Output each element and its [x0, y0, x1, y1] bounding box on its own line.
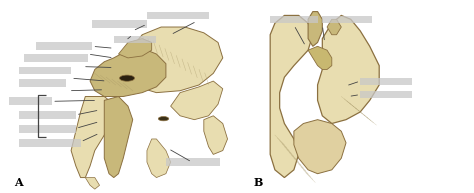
FancyBboxPatch shape	[147, 12, 209, 19]
FancyBboxPatch shape	[270, 16, 318, 23]
FancyBboxPatch shape	[19, 139, 81, 147]
Polygon shape	[318, 15, 379, 124]
FancyBboxPatch shape	[166, 158, 220, 166]
Polygon shape	[308, 46, 332, 69]
Polygon shape	[128, 27, 223, 93]
FancyBboxPatch shape	[36, 42, 92, 50]
FancyBboxPatch shape	[19, 79, 66, 87]
Polygon shape	[171, 81, 223, 120]
FancyBboxPatch shape	[24, 54, 88, 62]
Polygon shape	[308, 12, 322, 46]
Text: B: B	[254, 177, 263, 188]
Polygon shape	[90, 48, 166, 96]
Polygon shape	[204, 116, 228, 154]
Polygon shape	[294, 120, 346, 174]
FancyBboxPatch shape	[19, 111, 76, 119]
Text: A: A	[14, 177, 23, 188]
Polygon shape	[71, 96, 114, 178]
Polygon shape	[327, 19, 341, 35]
FancyBboxPatch shape	[114, 36, 156, 43]
FancyBboxPatch shape	[360, 91, 412, 98]
FancyBboxPatch shape	[19, 125, 76, 133]
Polygon shape	[270, 15, 313, 178]
FancyBboxPatch shape	[9, 97, 52, 105]
FancyBboxPatch shape	[92, 20, 147, 28]
FancyBboxPatch shape	[19, 67, 71, 74]
Polygon shape	[147, 139, 171, 178]
Circle shape	[119, 75, 135, 81]
Polygon shape	[118, 39, 152, 58]
Circle shape	[158, 117, 169, 121]
Polygon shape	[85, 178, 100, 189]
Polygon shape	[104, 96, 133, 178]
FancyBboxPatch shape	[322, 16, 372, 23]
FancyBboxPatch shape	[360, 78, 412, 85]
